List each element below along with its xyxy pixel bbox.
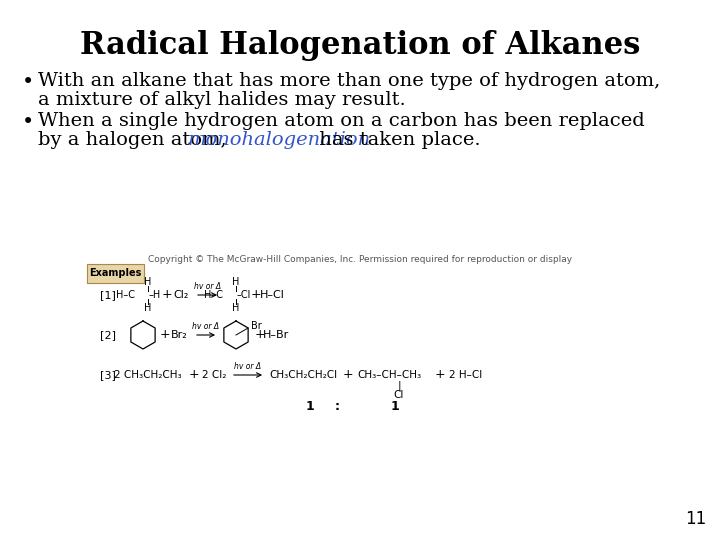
Text: H: H <box>233 303 240 313</box>
Text: CH₃CH₂CH₂Cl: CH₃CH₂CH₂Cl <box>269 370 337 380</box>
Text: 2 Cl₂: 2 Cl₂ <box>202 370 226 380</box>
Text: Cl: Cl <box>394 390 404 400</box>
Text: has taken place.: has taken place. <box>312 131 480 149</box>
Text: hv or Δ: hv or Δ <box>235 362 261 371</box>
Text: H: H <box>144 277 152 287</box>
Text: Br: Br <box>251 321 262 331</box>
Text: +: + <box>435 368 445 381</box>
Text: 2 H–Cl: 2 H–Cl <box>449 370 482 380</box>
Text: +: + <box>251 288 261 301</box>
Text: •: • <box>22 112 35 132</box>
Text: H: H <box>144 303 152 313</box>
Text: 1: 1 <box>305 401 315 414</box>
Text: a mixture of alkyl halides may result.: a mixture of alkyl halides may result. <box>38 91 406 109</box>
Text: monohalogenation: monohalogenation <box>187 131 370 149</box>
Text: 2 CH₃CH₂CH₃: 2 CH₃CH₂CH₃ <box>114 370 181 380</box>
Text: [1]: [1] <box>100 290 116 300</box>
Text: –H: –H <box>149 290 161 300</box>
Text: hv or Δ: hv or Δ <box>194 282 221 291</box>
Text: Examples: Examples <box>89 268 142 279</box>
FancyBboxPatch shape <box>87 264 144 283</box>
Text: [3]: [3] <box>100 370 116 380</box>
Text: +: + <box>160 328 171 341</box>
Text: With an alkane that has more than one type of hydrogen atom,: With an alkane that has more than one ty… <box>38 72 660 90</box>
Text: +: + <box>162 288 172 301</box>
Text: +: + <box>189 368 199 381</box>
Text: +: + <box>255 328 265 341</box>
Text: H–C: H–C <box>116 290 135 300</box>
Text: [2]: [2] <box>100 330 116 340</box>
Text: When a single hydrogen atom on a carbon has been replaced: When a single hydrogen atom on a carbon … <box>38 112 644 130</box>
Text: by a halogen atom,: by a halogen atom, <box>38 131 233 149</box>
Text: Copyright © The McGraw-Hill Companies, Inc. Permission required for reproduction: Copyright © The McGraw-Hill Companies, I… <box>148 255 572 264</box>
Text: +: + <box>343 368 354 381</box>
Text: Radical Halogenation of Alkanes: Radical Halogenation of Alkanes <box>80 30 640 61</box>
Text: 1: 1 <box>391 401 400 414</box>
Text: hv or Δ: hv or Δ <box>192 322 220 331</box>
Text: 11: 11 <box>685 510 706 528</box>
Text: H–C: H–C <box>204 290 223 300</box>
Text: •: • <box>22 72 35 92</box>
Text: :: : <box>335 401 340 414</box>
Text: |: | <box>397 381 401 392</box>
Text: H–Cl: H–Cl <box>260 290 284 300</box>
Text: CH₃–CH–CH₃: CH₃–CH–CH₃ <box>357 370 421 380</box>
Text: Cl₂: Cl₂ <box>174 290 189 300</box>
Text: H: H <box>233 277 240 287</box>
Text: H–Br: H–Br <box>263 330 289 340</box>
Text: Br₂: Br₂ <box>171 330 187 340</box>
Text: –Cl: –Cl <box>237 290 251 300</box>
